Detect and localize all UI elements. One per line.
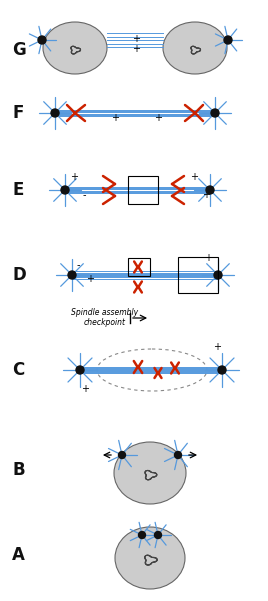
Text: E: E <box>12 181 23 199</box>
Circle shape <box>206 186 214 194</box>
Text: C: C <box>12 361 24 379</box>
Text: +: + <box>132 44 140 54</box>
Circle shape <box>174 451 181 459</box>
Text: +: + <box>204 253 212 263</box>
Circle shape <box>224 36 232 44</box>
Text: B: B <box>12 461 25 479</box>
Text: +: + <box>132 34 140 44</box>
Text: Spindle assembly
checkpoint: Spindle assembly checkpoint <box>72 308 139 328</box>
Circle shape <box>76 366 84 374</box>
Text: +: + <box>213 342 221 352</box>
Ellipse shape <box>114 442 186 504</box>
Text: D: D <box>12 266 26 284</box>
Text: G: G <box>12 41 26 59</box>
Circle shape <box>38 36 46 44</box>
Circle shape <box>51 109 59 117</box>
Circle shape <box>139 531 146 538</box>
Text: +: + <box>86 274 94 284</box>
Text: -: - <box>83 190 87 200</box>
Ellipse shape <box>115 527 185 589</box>
Ellipse shape <box>43 22 107 74</box>
Text: A: A <box>12 546 25 564</box>
Bar <box>178 257 218 293</box>
Bar <box>128 258 150 276</box>
Circle shape <box>68 271 76 279</box>
Text: +: + <box>154 113 162 123</box>
Text: +: + <box>70 172 78 182</box>
Text: -: - <box>77 260 80 270</box>
Text: +: + <box>81 384 89 394</box>
Circle shape <box>61 186 69 194</box>
Circle shape <box>218 366 226 374</box>
Text: +: + <box>111 113 119 123</box>
Circle shape <box>154 531 162 538</box>
Text: +: + <box>202 190 210 200</box>
Text: +: + <box>190 172 198 182</box>
Text: F: F <box>12 104 23 122</box>
Bar <box>128 176 158 204</box>
Circle shape <box>214 271 222 279</box>
Circle shape <box>211 109 219 117</box>
Circle shape <box>118 451 125 459</box>
Ellipse shape <box>163 22 227 74</box>
